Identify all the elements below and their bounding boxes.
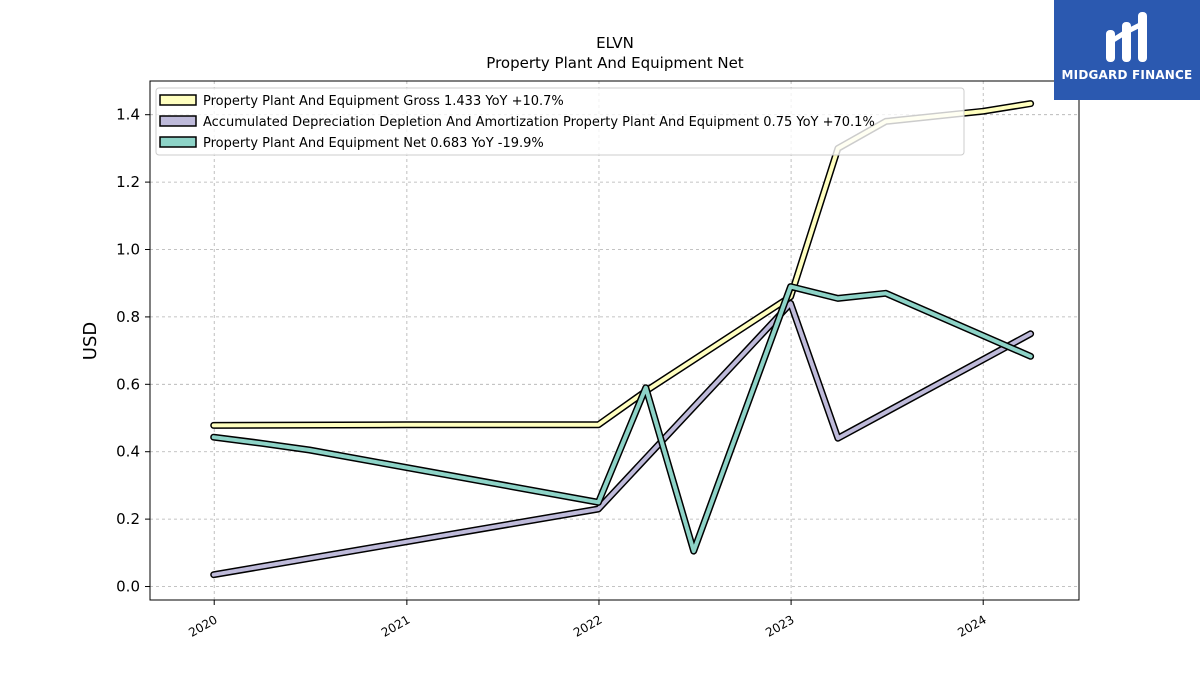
legend-box [155, 87, 965, 156]
plot-frame [149, 80, 1080, 601]
x-tick-label: 2021 [379, 612, 412, 639]
legend-swatch [159, 136, 197, 148]
y-tick-label: 0.0 [116, 578, 140, 596]
chart-title-line2: Property Plant And Equipment Net [486, 54, 743, 72]
x-tick-label: 2024 [955, 612, 988, 639]
series-line [210, 299, 1035, 579]
y-axis-ticks: 0.0 0.2 0.4 0.6 0.8 1.0 1.2 1.4 [116, 106, 150, 596]
x-tick-label: 2023 [763, 612, 796, 639]
series-line-stroke [211, 284, 1033, 554]
y-tick-label: 0.8 [116, 308, 140, 326]
brand-logo: MIDGARD FINANCE [1054, 0, 1200, 100]
x-tick-label: 2020 [186, 612, 219, 639]
y-tick-label: 1.0 [116, 241, 140, 259]
series-line-outline [210, 283, 1035, 555]
x-tick-label: 2022 [571, 612, 604, 639]
midgard-logo-icon [1106, 12, 1147, 62]
y-tick-label: 0.6 [116, 375, 140, 393]
x-axis-ticks: 2020 2021 2022 2023 2024 [186, 600, 989, 640]
legend-label: Property Plant And Equipment Net 0.683 Y… [203, 136, 544, 151]
y-axis-label: USD [80, 322, 101, 360]
legend: Property Plant And Equipment Gross 1.433… [155, 87, 965, 156]
series-line-stroke [211, 301, 1033, 577]
brand-name: MIDGARD FINANCE [1061, 68, 1193, 82]
chart-title-line1: ELVN [596, 34, 634, 52]
legend-swatch [159, 94, 197, 106]
y-tick-label: 1.4 [116, 106, 140, 124]
legend-label: Property Plant And Equipment Gross 1.433… [203, 94, 564, 109]
y-tick-label: 1.2 [116, 173, 140, 191]
y-tick-label: 0.2 [116, 510, 140, 528]
grid [150, 81, 1079, 600]
series-line [210, 283, 1035, 555]
y-tick-label: 0.4 [116, 443, 140, 461]
legend-label: Accumulated Depreciation Depletion And A… [203, 115, 875, 130]
legend-swatch [159, 115, 197, 127]
series-lines [210, 100, 1035, 579]
